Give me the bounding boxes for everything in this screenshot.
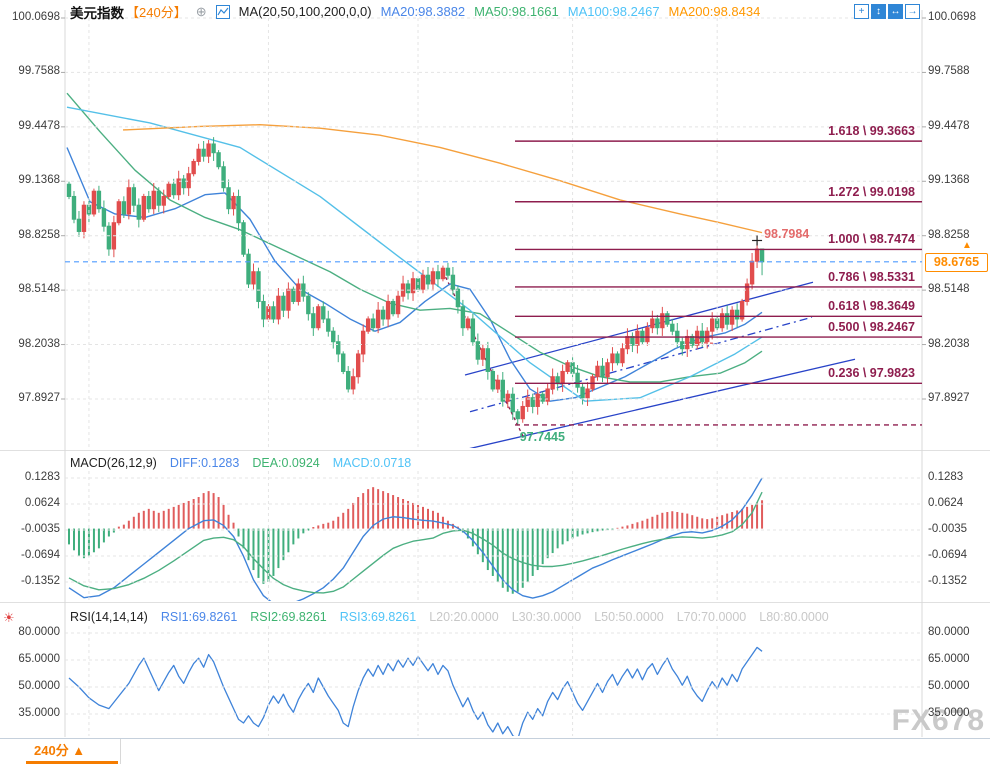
symbol-name: 美元指数: [70, 5, 124, 21]
axis-label: 99.4478: [928, 119, 970, 132]
swing-high-price-label: 98.7984: [764, 227, 810, 242]
timeframe-tab-label: 240分 ▲: [34, 743, 86, 758]
axis-label: 99.1368: [18, 174, 60, 187]
axis-label: 98.5148: [18, 283, 60, 296]
fib-level-label: 0.236 \ 97.9823: [828, 366, 915, 381]
macd-panel-header: MACD(26,12,9) DIFF:0.1283 DEA:0.0924 MAC…: [70, 456, 411, 470]
chart-toolbar: + ↕ ↔ →: [854, 4, 920, 19]
rsi-l20-label: L20:20.0000: [429, 610, 499, 624]
macd-macd-label: MACD:0.0718: [332, 456, 412, 470]
pan-icon[interactable]: +: [854, 4, 869, 19]
axis-label: -0.0694: [928, 548, 968, 561]
rsi-l30-label: L30:30.0000: [511, 610, 582, 624]
axis-label: 99.4478: [18, 119, 60, 132]
rsi-l70-label: L70:70.0000: [676, 610, 747, 624]
timeframe-tab-underline: [26, 761, 118, 764]
axis-label: 99.1368: [928, 174, 970, 187]
time-axis-bar: 240分 ▲: [0, 738, 990, 764]
ma200-value-label: MA200:98.8434: [668, 4, 761, 19]
price-up-arrow-icon: ▲: [962, 239, 972, 251]
x-axis-scale-icon[interactable]: ↔: [888, 4, 903, 19]
axis-label: 35.0000: [18, 707, 60, 719]
ma50-value-label: MA50:98.1661: [474, 4, 559, 19]
rsi3-value-label: RSI3:69.8261: [339, 610, 417, 624]
rsi1-value-label: RSI1:69.8261: [160, 610, 238, 624]
fib-level-label: 1.000 \ 98.7474: [828, 232, 915, 247]
current-price-badge: 98.6765: [925, 252, 988, 272]
rsi-title[interactable]: RSI(14,14,14): [70, 610, 148, 624]
axis-label: 0.1283: [928, 470, 964, 483]
axis-label: 80.0000: [18, 626, 60, 638]
macd-title[interactable]: MACD(26,12,9): [70, 456, 157, 470]
axis-label: 65.0000: [928, 653, 970, 665]
indicator-settings-icon[interactable]: ☀: [3, 610, 15, 625]
axis-label: 50.0000: [928, 680, 970, 692]
y-axis-scale-icon[interactable]: ↕: [871, 4, 886, 19]
axis-label: 0.0624: [928, 496, 964, 509]
rsi-panel-header: RSI(14,14,14) RSI1:69.8261 RSI2:69.8261 …: [70, 610, 829, 624]
axis-label: 0.1283: [24, 470, 60, 483]
axis-label: 97.8927: [18, 391, 60, 404]
axis-label: 100.0698: [928, 11, 976, 23]
axis-label: -0.0035: [20, 522, 60, 535]
axis-label: 98.5148: [928, 283, 970, 296]
axis-label: 0.0624: [24, 496, 60, 509]
ma-settings-label[interactable]: MA(20,50,100,200,0,0): [238, 4, 372, 19]
axis-label: 65.0000: [18, 653, 60, 665]
axis-label: 50.0000: [18, 680, 60, 692]
timeframe-label: 【240分】: [126, 5, 187, 20]
axis-label: 98.8258: [928, 228, 970, 241]
exit-chart-icon[interactable]: →: [905, 4, 920, 19]
axis-label: 98.2038: [18, 337, 60, 350]
rsi-l50-label: L50:50.0000: [594, 610, 664, 624]
rsi2-value-label: RSI2:69.8261: [250, 610, 327, 624]
axis-label: -0.1352: [928, 574, 968, 587]
fib-level-label: 0.786 \ 98.5331: [828, 269, 915, 284]
axis-label: -0.1352: [20, 574, 60, 587]
axis-label: 98.8258: [18, 228, 60, 241]
add-indicator-icon[interactable]: ⊕: [195, 3, 207, 19]
macd-dea-label: DEA:0.0924: [252, 456, 320, 470]
axis-label: 99.7588: [928, 65, 970, 78]
chart-header: 美元指数 【240分】 ⊕ MA(20,50,100,200,0,0) MA20…: [70, 3, 761, 21]
ma100-value-label: MA100:98.2467: [567, 4, 660, 19]
macd-diff-label: DIFF:0.1283: [169, 456, 240, 470]
axis-label: -0.0694: [20, 548, 60, 561]
axis-label: 99.7588: [18, 65, 60, 78]
fib-level-label: 0.500 \ 98.2467: [828, 320, 915, 335]
rsi-l80-label: L80:80.0000: [759, 610, 829, 624]
axis-label: 98.2038: [928, 337, 970, 350]
fx678-watermark: FX678: [891, 704, 985, 737]
axis-label: -0.0035: [928, 522, 968, 535]
fib-level-label: 1.618 \ 99.3663: [828, 124, 915, 139]
axis-label: 100.0698: [12, 11, 60, 23]
fib-level-label: 0.618 \ 98.3649: [828, 299, 915, 314]
chart-type-icon[interactable]: [215, 4, 230, 19]
axis-label: 35.0000: [928, 707, 970, 719]
axis-label: 80.0000: [928, 626, 970, 638]
fib-level-label: 1.272 \ 99.0198: [828, 184, 915, 199]
timeframe-tab-240min[interactable]: 240分 ▲: [0, 739, 121, 764]
axis-label: 97.8927: [928, 391, 970, 404]
ma20-value-label: MA20:98.3882: [380, 4, 466, 19]
swing-low-price-label: 97.7445: [519, 429, 565, 444]
